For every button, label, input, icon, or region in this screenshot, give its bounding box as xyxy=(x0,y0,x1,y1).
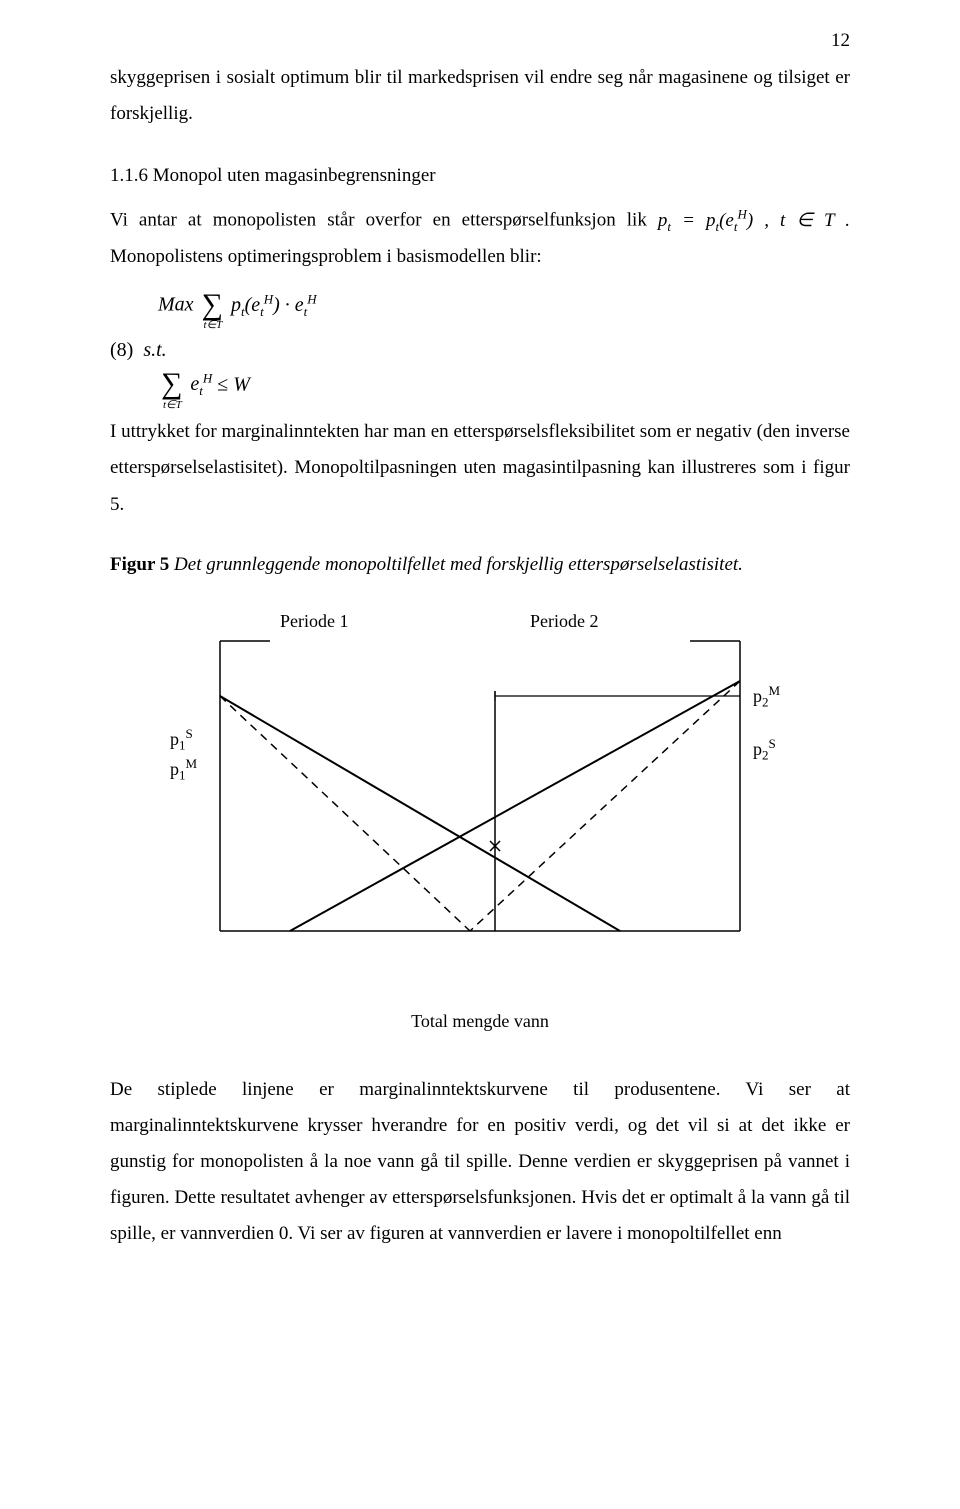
p1m-label: p1M xyxy=(170,756,197,784)
p1s-label: p1S xyxy=(170,726,193,754)
equation-max-line: Max ∑ t∈T pt(etH) · etH xyxy=(158,289,850,323)
figure-caption: Figur 5 Det grunnleggende monopoltilfell… xyxy=(110,547,850,583)
page-number: 12 xyxy=(831,30,850,52)
paragraph-3: I uttrykket for marginalinntekten har ma… xyxy=(110,414,850,522)
period-2-label: Periode 2 xyxy=(530,611,598,632)
figure-caption-label: Figur 5 xyxy=(110,554,169,575)
figure-container: Periode 1 Periode 2 p1S p1M p2M p2S xyxy=(110,601,850,981)
figure-5: Periode 1 Periode 2 p1S p1M p2M p2S xyxy=(160,601,800,981)
sigma-icon: ∑ t∈T xyxy=(202,290,223,323)
equation-st: (8) s.t. xyxy=(110,335,850,365)
p2m-label: p2M xyxy=(753,683,780,711)
sigma-icon: ∑ t∈T xyxy=(161,369,182,402)
figure-caption-text: Det grunnleggende monopoltilfellet med f… xyxy=(169,554,743,575)
paragraph-2-pre: Vi antar at monopolisten står overfor en… xyxy=(110,210,658,231)
equation-block: Max ∑ t∈T pt(etH) · etH (8) s.t. ∑ t∈T e… xyxy=(158,289,850,402)
figure-svg xyxy=(160,601,800,981)
p2s-label: p2S xyxy=(753,736,776,764)
paragraph-2: Vi antar at monopolisten står overfor en… xyxy=(110,202,850,275)
equation-inline: pt = pt(etH) , t ∈ T . xyxy=(658,210,850,231)
paragraph-1: skyggeprisen i sosialt optimum blir til … xyxy=(110,60,850,132)
paragraph-4: De stiplede linjene er marginalinntektsk… xyxy=(110,1072,850,1252)
period-1-label: Periode 1 xyxy=(280,611,348,632)
x-axis-label: Total mengde vann xyxy=(110,1011,850,1032)
equation-constraint: ∑ t∈T etH ≤ W xyxy=(158,369,850,403)
page: 12 skyggeprisen i sosialt optimum blir t… xyxy=(0,0,960,1509)
section-heading: 1.1.6 Monopol uten magasinbegrensninger xyxy=(110,158,850,194)
paragraph-2-post: Monopolistens optimeringsproblem i basis… xyxy=(110,246,542,267)
